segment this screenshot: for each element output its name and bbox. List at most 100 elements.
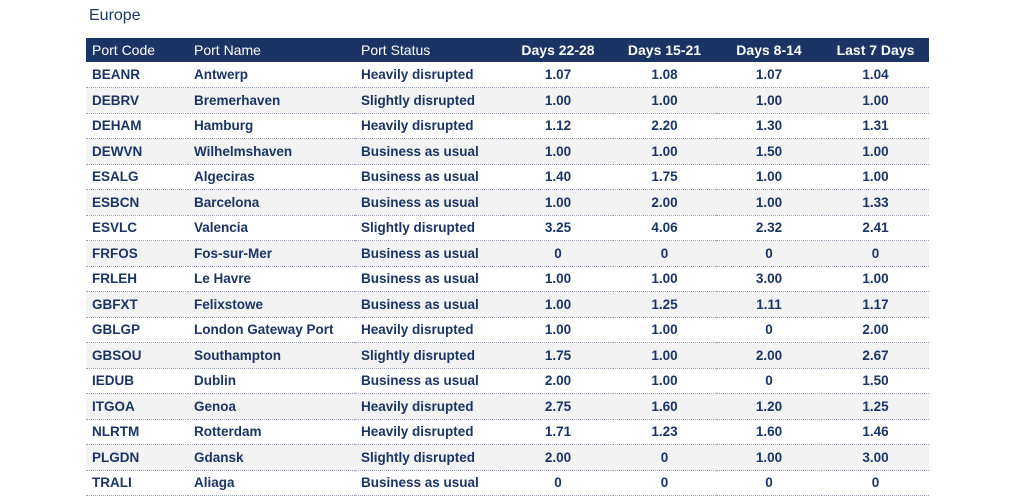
table-row: ITGOA Genoa Heavily disrupted 2.75 1.60 1.20 1… (86, 393, 929, 419)
cell-days-15-21: 0 (660, 245, 669, 261)
cell-last-7-days: 0 (871, 475, 880, 491)
table-row: BEANR Antwerp Heavily disrupted 1.07 1.08 1.0… (86, 62, 929, 88)
table-body: BEANR Antwerp Heavily disrupted 1.07 1.08 1.0… (86, 62, 929, 496)
cell-port-code: FRLEH (92, 271, 137, 287)
cell-port-code: FRFOS (92, 245, 138, 261)
cell-days-8-14: 0 (765, 245, 773, 261)
cell-days-8-14: 2.32 (755, 220, 783, 236)
cell-port-code: ESVLC (92, 220, 138, 236)
cell-days-8-14: 0 (765, 322, 773, 338)
cell-port-status: Business as usual (361, 373, 479, 389)
table-row: DEWVN Wilhelmshaven Business as usual 1.00 1… (86, 138, 929, 164)
region-title: Europe (89, 7, 141, 24)
cell-days-15-21: 1.00 (651, 322, 678, 338)
cell-port-code: GBSOU (92, 347, 142, 363)
cell-last-7-days: 1.00 (862, 143, 889, 159)
cell-days-22-28: 3.25 (544, 220, 572, 236)
cell-days-22-28: 1.75 (544, 347, 572, 363)
cell-days-22-28: 0 (554, 475, 562, 491)
cell-port-code: ESALG (92, 169, 139, 185)
cell-port-code: DEHAM (92, 118, 142, 134)
cell-days-8-14: 1.00 (755, 194, 783, 210)
cell-days-15-21: 1.00 (651, 143, 678, 159)
cell-port-name: London Gateway Port (194, 322, 334, 338)
cell-days-22-28: 2.00 (544, 449, 572, 465)
column-header-last-7-days: Last 7 Days (836, 42, 915, 58)
table-row: TRALI Aliaga Business as usual 0 0 0 0 (86, 470, 929, 496)
cell-last-7-days: 1.33 (862, 194, 889, 210)
cell-days-8-14: 1.00 (755, 169, 783, 185)
cell-last-7-days: 2.00 (862, 322, 889, 338)
table-row: DEHAM Hamburg Heavily disrupted 1.12 2.20 1.3… (86, 113, 929, 139)
cell-days-15-21: 4.06 (651, 220, 678, 236)
table-row: GBFXT Felixstowe Business as usual 1.00 1.25… (86, 291, 929, 317)
cell-port-code: IEDUB (92, 373, 135, 389)
cell-days-15-21: 1.23 (651, 424, 678, 440)
cell-port-name: Dublin (194, 373, 236, 389)
cell-days-8-14: 1.00 (755, 92, 783, 108)
cell-days-22-28: 1.12 (544, 118, 572, 134)
cell-port-name: Felixstowe (194, 296, 264, 312)
cell-days-22-28: 1.00 (544, 271, 572, 287)
cell-days-22-28: 1.00 (544, 296, 572, 312)
table-row: PLGDN Gdansk Slightly disrupted 2.00 0 1.00 3.… (86, 444, 929, 470)
cell-days-8-14: 3.00 (755, 271, 783, 287)
cell-port-status: Heavily disrupted (361, 67, 474, 82)
cell-days-15-21: 1.00 (651, 347, 678, 363)
table-row: ESALG Algeciras Business as usual 1.40 1.75 1… (86, 164, 929, 190)
cell-port-code: BEANR (92, 67, 141, 82)
cell-port-name: Barcelona (194, 194, 260, 210)
cell-days-15-21: 1.60 (651, 398, 678, 414)
table-row: DEBRV Bremerhaven Slightly disrupted 1.00 1.… (86, 87, 929, 113)
cell-days-8-14: 1.50 (755, 143, 783, 159)
column-header-days-8-14: Days 8-14 (736, 42, 802, 58)
column-header-port-name: Port Name (194, 42, 261, 58)
cell-port-status: Heavily disrupted (361, 424, 474, 440)
cell-port-code: NLRTM (92, 424, 140, 440)
cell-port-code: GBLGP (92, 322, 141, 338)
cell-port-status: Heavily disrupted (361, 398, 474, 414)
cell-port-status: Slightly disrupted (361, 220, 476, 236)
column-header-port-status: Port Status (361, 42, 431, 58)
cell-last-7-days: 1.50 (862, 373, 889, 389)
cell-days-8-14: 1.11 (756, 296, 782, 312)
cell-days-8-14: 0 (765, 373, 773, 389)
cell-days-22-28: 2.75 (544, 398, 572, 414)
table-row: IEDUB Dublin Business as usual 2.00 1.00 0 1.5… (86, 368, 929, 394)
table-row: ESVLC Valencia Slightly disrupted 3.25 4.06 2… (86, 215, 929, 241)
cell-last-7-days: 1.00 (862, 92, 889, 108)
cell-days-15-21: 1.25 (651, 296, 678, 312)
column-header-days-15-21: Days 15-21 (627, 42, 702, 58)
table-row: GBSOU Southampton Slightly disrupted 1.75 1.… (86, 342, 929, 368)
cell-port-status: Business as usual (361, 194, 479, 210)
cell-days-15-21: 1.00 (651, 92, 678, 108)
cell-port-name: Genoa (194, 398, 237, 414)
cell-days-8-14: 0 (765, 475, 773, 491)
cell-port-name: Algeciras (194, 169, 255, 185)
cell-days-15-21: 2.00 (651, 194, 678, 210)
cell-port-status: Slightly disrupted (361, 347, 476, 363)
cell-port-status: Business as usual (361, 271, 479, 287)
cell-days-8-14: 1.30 (755, 118, 783, 134)
table-row: NLRTM Rotterdam Heavily disrupted 1.71 1.23 1… (86, 419, 929, 445)
cell-days-8-14: 1.20 (755, 398, 783, 414)
cell-last-7-days: 2.67 (862, 347, 889, 363)
cell-days-15-21: 0 (660, 475, 669, 491)
cell-days-22-28: 1.40 (544, 169, 572, 185)
column-header-port-code: Port Code (92, 42, 156, 58)
cell-days-15-21: 0 (660, 449, 669, 465)
cell-last-7-days: 0 (871, 245, 880, 261)
cell-days-8-14: 1.00 (755, 449, 783, 465)
cell-last-7-days: 1.00 (862, 169, 889, 185)
cell-days-22-28: 1.07 (544, 67, 572, 82)
cell-port-code: DEWVN (92, 143, 143, 159)
cell-days-15-21: 1.75 (651, 169, 678, 185)
column-header-days-22-28: Days 22-28 (521, 42, 595, 58)
cell-port-code: PLGDN (92, 449, 140, 465)
cell-port-name: Rotterdam (194, 424, 262, 440)
cell-port-status: Slightly disrupted (361, 92, 476, 108)
cell-days-15-21: 1.00 (651, 271, 678, 287)
cell-days-22-28: 1.00 (544, 143, 572, 159)
cell-port-code: TRALI (92, 475, 132, 491)
